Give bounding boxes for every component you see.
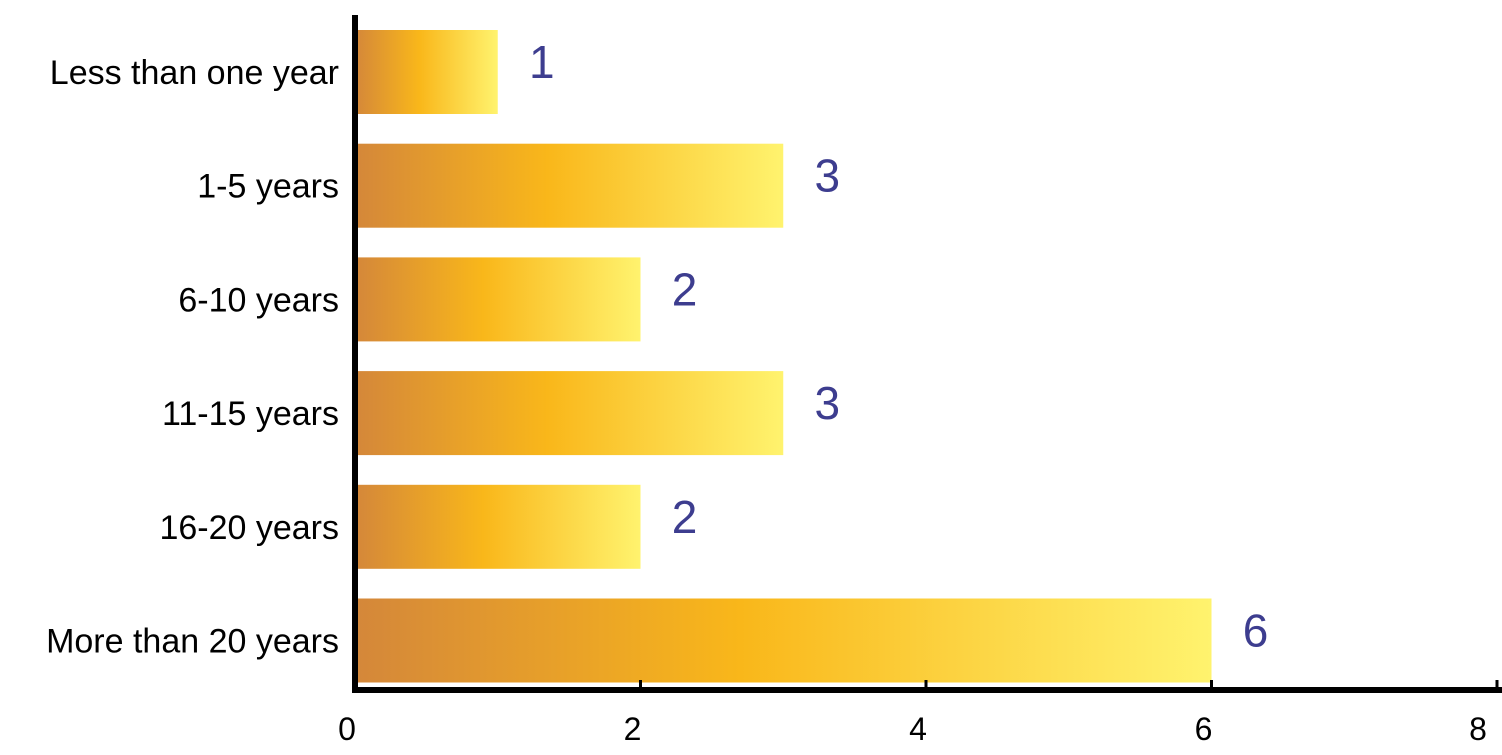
bar-1 <box>355 143 784 228</box>
category-label-5: More than 20 years <box>46 623 339 661</box>
x-tick-label-4: 8 <box>1469 711 1487 747</box>
bar-3 <box>355 371 784 456</box>
category-label-0: Less than one year <box>50 54 339 92</box>
data-label-4: 2 <box>672 491 698 543</box>
axis-layer <box>352 15 1502 693</box>
category-label-4: 16-20 years <box>159 509 339 547</box>
x-tick-label-1: 2 <box>624 711 642 747</box>
data-label-5: 6 <box>1243 605 1269 657</box>
x-tick-label-0: 0 <box>338 711 356 747</box>
category-label-2: 6-10 years <box>178 281 339 319</box>
data-label-3: 3 <box>814 377 840 429</box>
data-label-1: 3 <box>814 150 840 202</box>
x-tick-label-2: 4 <box>909 711 927 747</box>
data-label-2: 2 <box>672 263 698 315</box>
bars-layer <box>355 30 1212 683</box>
category-label-1: 1-5 years <box>197 168 339 206</box>
bar-2 <box>355 257 641 342</box>
category-label-3: 11-15 years <box>162 395 339 433</box>
bar-5 <box>355 598 1212 683</box>
bar-0 <box>355 30 498 114</box>
x-tick-label-3: 6 <box>1195 711 1213 747</box>
labels-layer: Less than one year 1 1-5 years 3 6-10 years 2… <box>46 36 1487 747</box>
data-label-0: 1 <box>529 36 555 88</box>
bar-4 <box>355 484 641 569</box>
